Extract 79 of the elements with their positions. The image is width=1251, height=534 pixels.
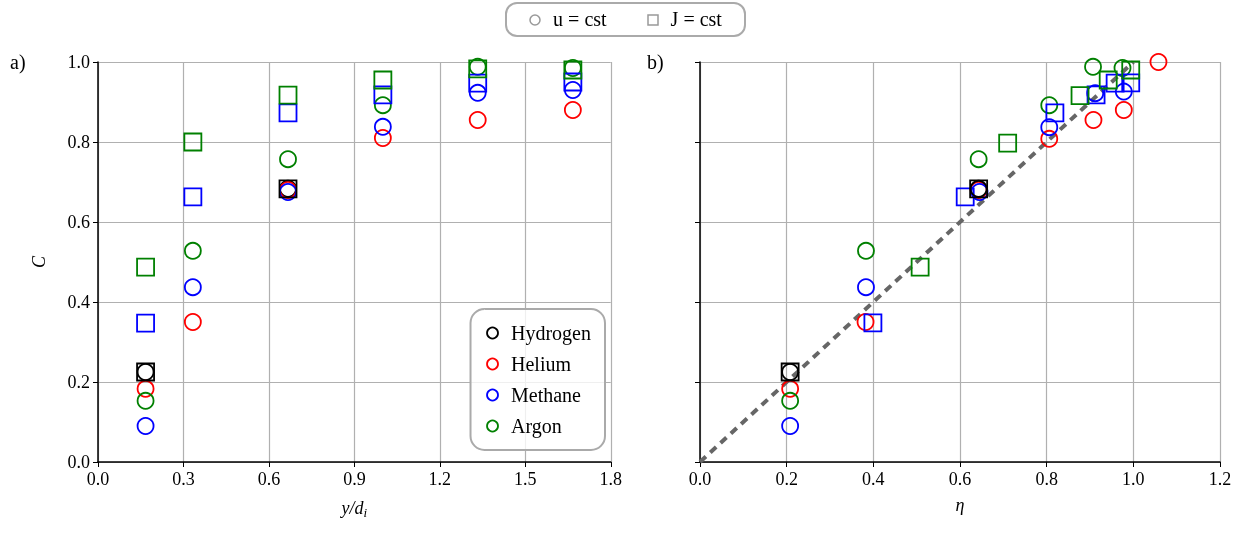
point bbox=[563, 72, 583, 92]
y-tick-label: 0.4 bbox=[67, 292, 90, 312]
point bbox=[1040, 129, 1059, 148]
point bbox=[183, 132, 203, 152]
x-tick-label: 0.2 bbox=[775, 469, 798, 489]
point bbox=[857, 278, 875, 297]
point bbox=[373, 70, 393, 90]
text: a) bbox=[10, 51, 26, 74]
legend-label: Hydrogen bbox=[511, 322, 591, 345]
point bbox=[1121, 60, 1141, 80]
point bbox=[863, 313, 883, 333]
legend-label: Helium bbox=[511, 353, 572, 375]
point bbox=[1084, 57, 1102, 76]
legend-label: Argon bbox=[511, 415, 562, 438]
x-axis-title: η bbox=[955, 495, 965, 515]
x-tick-label: 0.6 bbox=[257, 469, 281, 489]
text: J = cst bbox=[670, 8, 722, 31]
y-tick-label: 0.2 bbox=[67, 372, 90, 392]
point bbox=[1045, 103, 1065, 123]
x-tick-label: 0.0 bbox=[86, 469, 110, 489]
point bbox=[1121, 73, 1141, 93]
point bbox=[373, 96, 392, 115]
point bbox=[279, 150, 297, 169]
y-tick-label: 0.0 bbox=[67, 452, 90, 472]
point bbox=[1040, 118, 1059, 137]
point bbox=[969, 150, 988, 169]
x-tick-label: 1.8 bbox=[599, 469, 622, 489]
y-tick-label: 0.6 bbox=[67, 212, 90, 232]
point bbox=[1084, 111, 1103, 129]
legend-label: Methane bbox=[511, 384, 582, 406]
point bbox=[1114, 82, 1133, 101]
x-tick-label: 1.2 bbox=[1208, 469, 1232, 489]
point bbox=[781, 379, 800, 398]
point bbox=[910, 257, 930, 277]
point bbox=[136, 417, 155, 435]
point bbox=[278, 85, 298, 105]
point bbox=[373, 117, 392, 136]
point bbox=[373, 129, 392, 147]
point bbox=[1114, 101, 1133, 119]
point bbox=[1070, 86, 1090, 105]
point bbox=[1098, 70, 1118, 90]
y-tick-label: 1.0 bbox=[67, 52, 90, 72]
x-tick-label: 1.5 bbox=[514, 469, 537, 489]
x-tick-label: 0.8 bbox=[1035, 469, 1058, 489]
text: u = cst bbox=[553, 8, 607, 31]
point bbox=[183, 187, 203, 207]
point bbox=[136, 391, 155, 410]
point bbox=[781, 417, 800, 435]
point bbox=[183, 278, 202, 297]
point bbox=[1105, 73, 1125, 93]
point bbox=[468, 73, 488, 93]
x-tick-label: 0.9 bbox=[343, 469, 366, 489]
point bbox=[183, 313, 202, 331]
point bbox=[183, 241, 202, 260]
x-tick-label: 1.0 bbox=[1122, 469, 1145, 489]
y-axis-title: C bbox=[29, 255, 49, 269]
point bbox=[1040, 96, 1059, 115]
point bbox=[136, 257, 155, 277]
x-tick-label: 0.3 bbox=[172, 469, 195, 489]
y-tick-label: 0.8 bbox=[67, 132, 90, 152]
point bbox=[857, 241, 875, 260]
point bbox=[136, 313, 155, 333]
point bbox=[373, 85, 393, 105]
point bbox=[781, 391, 800, 410]
point bbox=[1113, 59, 1132, 77]
text: b) bbox=[647, 51, 664, 74]
point bbox=[955, 187, 975, 207]
x-tick-label: 0.4 bbox=[862, 469, 885, 489]
point bbox=[563, 81, 582, 99]
point bbox=[468, 111, 487, 129]
point bbox=[1149, 53, 1168, 71]
point bbox=[856, 313, 875, 331]
point bbox=[468, 83, 487, 102]
point bbox=[136, 379, 155, 398]
point bbox=[563, 101, 582, 119]
x-tick-label: 1.2 bbox=[428, 469, 452, 489]
x-tick-label: 0.6 bbox=[948, 469, 972, 489]
x-tick-label: 0.0 bbox=[688, 469, 712, 489]
point bbox=[998, 133, 1018, 153]
